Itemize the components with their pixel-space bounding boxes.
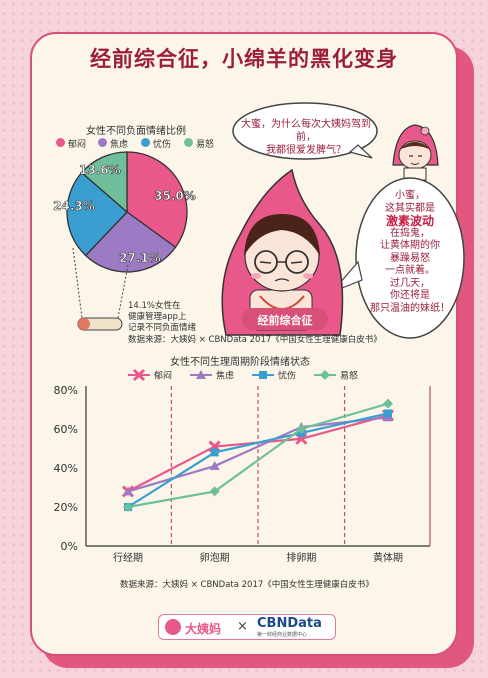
legend-dot-green bbox=[184, 138, 193, 147]
series-3-point-2 bbox=[210, 448, 219, 457]
pie-legend-label-1: 郁闷 bbox=[68, 140, 87, 150]
footer-brand-right-sub: 第一财经商业数据中心 bbox=[257, 632, 308, 638]
pie-note-line-2: 健康管理app上 bbox=[128, 312, 187, 322]
dayima-logo-icon bbox=[165, 619, 181, 635]
x-tick-label: 卵泡期 bbox=[200, 551, 230, 564]
line-legend-label-1: 郁闷 bbox=[154, 370, 172, 382]
speech-bubble-right-line-2: 这其实都是 bbox=[385, 202, 435, 214]
line-legend-label-2: 焦虑 bbox=[216, 370, 234, 382]
line-chart-title: 女性不同生理周期阶段情绪状态 bbox=[170, 357, 310, 368]
legend-marker-1 bbox=[132, 368, 146, 382]
speech-bubble-right: 小蜜， 这其实都是 激素波动 在捣鬼， 让黄体期的你 暴躁易怒 一点就着。 过几… bbox=[360, 190, 460, 315]
pie-source: 数据来源：大姨妈 × CBNData 2017《中国女性生理健康白皮书》 bbox=[128, 335, 382, 345]
footer-brand-right: CBNData bbox=[257, 616, 322, 631]
y-tick-label: 80% bbox=[54, 384, 78, 397]
speech-bubble-right-emphasis: 激素波动 bbox=[385, 214, 434, 228]
small-character bbox=[392, 124, 439, 181]
pie-note-leader-2 bbox=[117, 264, 129, 319]
x-tick-label: 黄体期 bbox=[373, 551, 403, 564]
legend-dot-blue bbox=[141, 138, 150, 147]
speech-bubble-right-line-5: 暴躁易怒 bbox=[390, 252, 430, 264]
series-3-point-4 bbox=[384, 409, 392, 418]
legend-marker-3 bbox=[259, 371, 267, 379]
pie-data-label-2: 27.1% bbox=[119, 251, 161, 265]
pie-note-capsule-fill bbox=[78, 318, 90, 330]
speech-bubble-right-line-6: 一点就着。 bbox=[385, 265, 435, 276]
footer-logos: 大姨妈 × CBNData 第一财经商业数据中心 bbox=[158, 614, 336, 640]
x-tick-label: 排卵期 bbox=[286, 551, 316, 564]
series-2-point-2 bbox=[209, 461, 220, 471]
legend-marker-2 bbox=[196, 370, 206, 379]
series-4-point-1 bbox=[123, 502, 133, 512]
speech-bubble-left-line-2: 我都很爱发脾气？ bbox=[266, 145, 346, 156]
speech-bubble-left: 大蜜，为什么每次大姨妈驾到前， 我都很爱发脾气？ bbox=[240, 118, 372, 157]
speech-bubble-right-line-3: 在捣鬼， bbox=[390, 227, 430, 239]
speech-bubble-right-line-4: 让黄体期的你 bbox=[380, 240, 440, 251]
pie-legend-label-4: 易怒 bbox=[196, 140, 215, 150]
speech-bubble-right-line-7: 过几天， bbox=[390, 277, 430, 289]
speech-bubble-right-line-1: 小蜜， bbox=[395, 190, 425, 201]
pie-data-label-4: 13.6% bbox=[79, 163, 121, 177]
speech-bubble-right-line-8: 你还将是 bbox=[390, 290, 430, 301]
speech-bubble-right-line-9: 那只温油的妹纸！ bbox=[370, 302, 450, 314]
line-legend-label-4: 易怒 bbox=[340, 370, 358, 382]
y-tick-label: 20% bbox=[54, 501, 78, 514]
pie-slice-1 bbox=[126, 151, 188, 249]
line-legend-label-3: 忧伤 bbox=[278, 370, 296, 382]
pie-slice-4 bbox=[80, 151, 128, 214]
pie-note-line-1: 14.1%女性在 bbox=[128, 301, 181, 311]
series-2-point-1 bbox=[123, 486, 133, 496]
y-tick-label: 40% bbox=[54, 462, 78, 475]
footer-times: × bbox=[237, 619, 248, 634]
pie-title: 女性不同负面情绪比例 bbox=[86, 126, 186, 137]
speech-bubble-left-line-1: 大蜜，为什么每次大姨妈驾到前， bbox=[241, 119, 371, 143]
y-tick-label: 0% bbox=[61, 540, 78, 553]
x-tick-label: 行经期 bbox=[113, 551, 143, 564]
pie-note-line-3: 记录不同负面情绪 bbox=[128, 323, 197, 333]
pie-legend-label-2: 焦虑 bbox=[110, 140, 129, 150]
page-title: 经前综合征，小绵羊的黑化变身 bbox=[90, 47, 398, 71]
pie-data-label-3: 24.3% bbox=[53, 199, 95, 213]
pie-legend-label-3: 忧伤 bbox=[153, 140, 172, 150]
legend-dot-purple bbox=[98, 138, 107, 147]
speech-bubble-left-shape bbox=[232, 102, 378, 160]
y-tick-label: 60% bbox=[54, 423, 78, 436]
series-4-point-4 bbox=[383, 398, 393, 409]
line-chart-source: 数据来源：大姨妈 × CBNData 2017《中国女性生理健康白皮书》 bbox=[120, 580, 374, 590]
legend-dot-pink bbox=[56, 138, 65, 147]
character-label: 经前综合征 bbox=[257, 314, 313, 327]
series-line-3 bbox=[127, 412, 389, 508]
pie-slice-3 bbox=[66, 171, 128, 257]
footer-brand-left: 大姨妈 bbox=[185, 622, 222, 636]
pie-data-label-1: 35.0% bbox=[154, 189, 196, 203]
series-line-4 bbox=[127, 402, 389, 509]
character-label-badge bbox=[242, 308, 328, 330]
series-4-point-3 bbox=[296, 424, 307, 434]
pie-slice-2 bbox=[84, 211, 177, 273]
speech-bubble-left-tail bbox=[348, 144, 373, 159]
speech-bubble-right-shape bbox=[355, 177, 465, 339]
series-4-point-2 bbox=[209, 486, 220, 497]
legend-marker-4 bbox=[320, 370, 330, 380]
